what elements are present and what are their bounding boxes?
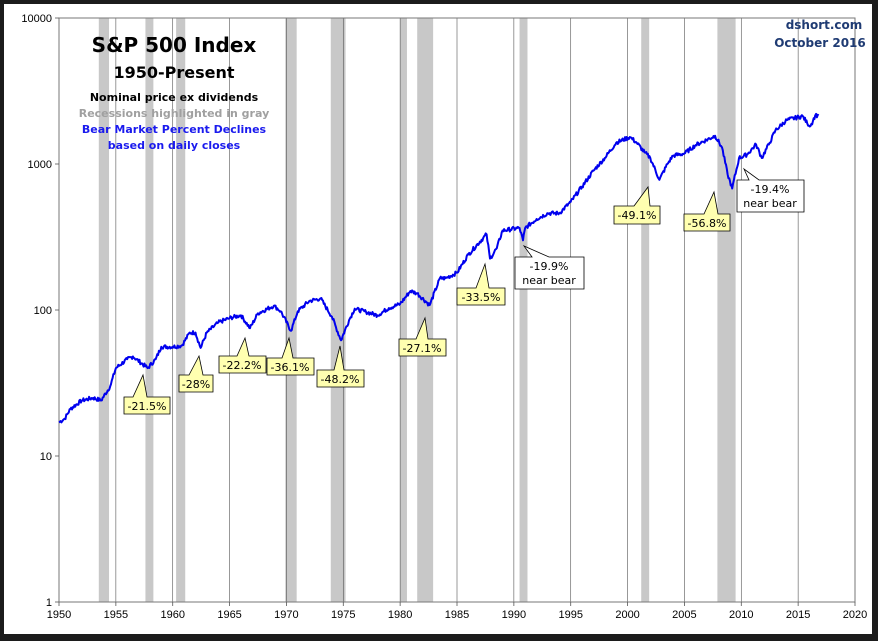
series-line-sp500 bbox=[58, 112, 820, 424]
label-2011: -19.4% bbox=[751, 183, 790, 196]
tick-label-x-1980: 1980 bbox=[388, 609, 412, 621]
tick-label-x-1955: 1955 bbox=[104, 609, 128, 621]
label-1982: -27.1% bbox=[403, 342, 442, 355]
label-2009: -56.8% bbox=[688, 217, 727, 230]
recession-band-0 bbox=[98, 18, 110, 602]
source-label: dshort.com bbox=[786, 18, 863, 32]
recession-band-2 bbox=[176, 18, 186, 602]
annotation-2011: -19.4% near bear bbox=[736, 167, 805, 213]
label-1990: -19.9% bbox=[530, 260, 569, 273]
callout-1970 bbox=[266, 336, 315, 376]
annotation-1962: -28% bbox=[178, 354, 214, 393]
note-daily-closes: based on daily closes bbox=[108, 139, 241, 152]
label-1966: -22.2% bbox=[223, 359, 262, 372]
tick-label-x-1975: 1975 bbox=[331, 609, 355, 621]
recession-band-6 bbox=[417, 18, 434, 602]
note-bear-declines: Bear Market Percent Declines bbox=[82, 123, 267, 136]
chart-subtitle: 1950-Present bbox=[113, 63, 234, 82]
note-nominal: Nominal price ex dividends bbox=[90, 91, 259, 104]
chart-frame: 1950 1955 1960 1965 1970 1975 1980 1985 1990 1995… bbox=[4, 4, 872, 634]
tick-label-y-10: 10 bbox=[40, 451, 52, 463]
tick-label-x-1960: 1960 bbox=[160, 609, 184, 621]
label-1974: -48.2% bbox=[321, 373, 360, 386]
tick-label-y-1: 1 bbox=[46, 597, 52, 609]
tick-label-x-2020: 2020 bbox=[843, 609, 867, 621]
tick-label-y-10000: 10000 bbox=[21, 13, 52, 25]
annotation-2002: -49.1% bbox=[613, 185, 661, 225]
recession-band-8 bbox=[641, 18, 650, 602]
label-2002: -49.1% bbox=[618, 209, 657, 222]
callout-2002 bbox=[613, 185, 661, 225]
annotation-2009: -56.8% bbox=[683, 190, 731, 232]
callout-1974 bbox=[316, 345, 365, 388]
label-1970: -36.1% bbox=[271, 361, 310, 374]
annotation-1957: -21.5% bbox=[123, 373, 171, 415]
tick-label-x-1950: 1950 bbox=[47, 609, 71, 621]
annotation-1970: -36.1% bbox=[266, 336, 315, 376]
recession-band-7 bbox=[519, 18, 528, 602]
callout-1982 bbox=[398, 316, 447, 357]
tick-label-x-1990: 1990 bbox=[502, 609, 526, 621]
tick-label-x-1965: 1965 bbox=[217, 609, 241, 621]
tick-label-x-2005: 2005 bbox=[672, 609, 696, 621]
tick-label-y-1000: 1000 bbox=[28, 159, 52, 171]
note-recessions: Recessions highlighted in gray bbox=[79, 107, 270, 120]
recession-band-5 bbox=[400, 18, 407, 602]
recession-band-1 bbox=[145, 18, 154, 602]
sp500-chart: 1950 1955 1960 1965 1970 1975 1980 1985 1990 1995… bbox=[21, 13, 867, 621]
annotation-1982: -27.1% bbox=[398, 316, 447, 357]
tick-label-x-1995: 1995 bbox=[558, 609, 582, 621]
annotation-1966: -22.2% bbox=[218, 336, 267, 374]
tick-label-x-1985: 1985 bbox=[445, 609, 469, 621]
recession-band-4 bbox=[330, 18, 346, 602]
date-label: October 2016 bbox=[774, 36, 866, 50]
tick-label-x-2015: 2015 bbox=[786, 609, 810, 621]
recession-band-9 bbox=[717, 18, 736, 602]
annotation-1974: -48.2% bbox=[316, 345, 365, 388]
chart-title: S&P 500 Index bbox=[92, 33, 257, 57]
annotation-1990: -19.9% near bear bbox=[514, 245, 585, 290]
callout-2011 bbox=[736, 167, 805, 213]
callout-1987 bbox=[456, 262, 506, 306]
callout-1962 bbox=[178, 354, 214, 393]
sublabel-2011: near bear bbox=[743, 197, 797, 210]
tick-label-x-1970: 1970 bbox=[274, 609, 298, 621]
callout-2009 bbox=[683, 190, 731, 232]
label-1987: -33.5% bbox=[462, 291, 501, 304]
label-1957: -21.5% bbox=[128, 400, 167, 413]
callout-1990 bbox=[514, 245, 585, 290]
label-1962: -28% bbox=[182, 378, 210, 391]
bear-annotations: -21.5% -28% -22.2% -36.1% -48.2% -27.1% bbox=[123, 167, 805, 415]
callout-1957 bbox=[123, 373, 171, 415]
tick-label-x-2000: 2000 bbox=[615, 609, 639, 621]
tick-label-y-100: 100 bbox=[34, 305, 52, 317]
sublabel-1990: near bear bbox=[522, 274, 576, 287]
callout-1966 bbox=[218, 336, 267, 374]
tick-label-x-2010: 2010 bbox=[729, 609, 753, 621]
annotation-1987: -33.5% bbox=[456, 262, 506, 306]
recession-band-3 bbox=[285, 18, 297, 602]
title-block: S&P 500 Index 1950-Present Nominal price… bbox=[79, 33, 270, 152]
